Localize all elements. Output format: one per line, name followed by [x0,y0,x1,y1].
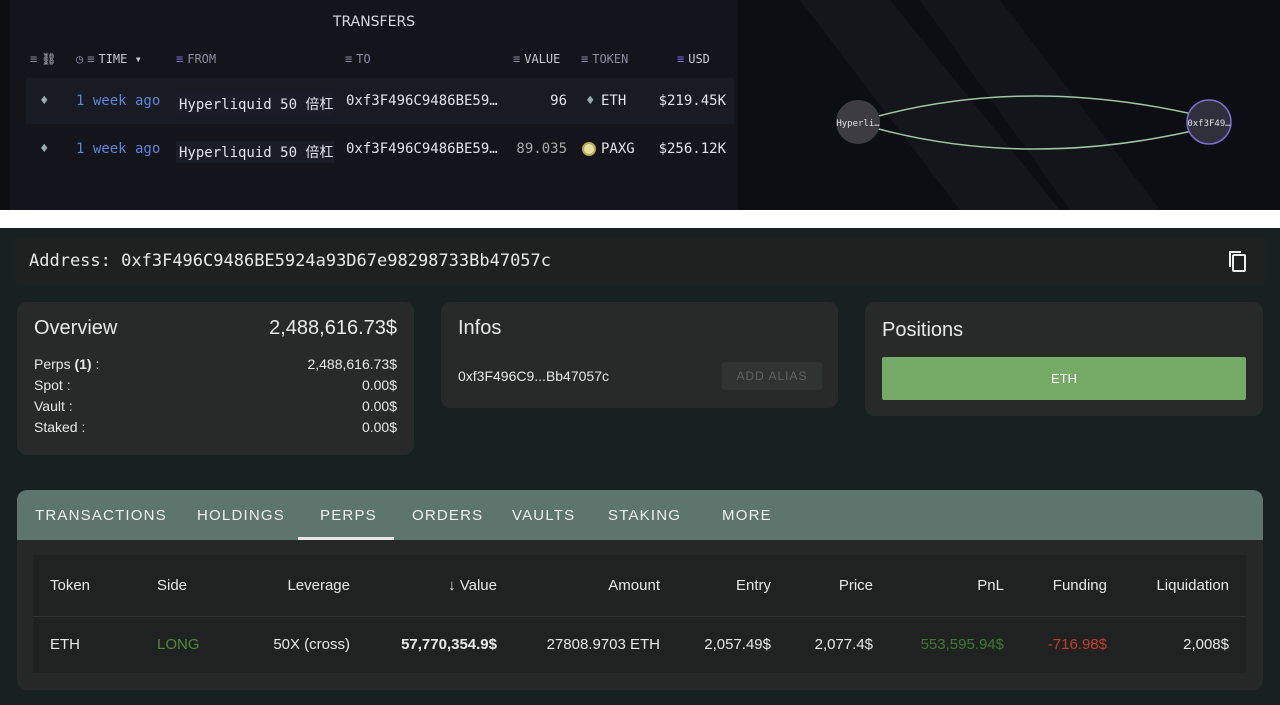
overview-card: Overview 2,488,616.73$ Perps (1) :2,488,… [17,302,414,455]
col-leverage[interactable]: Leverage [287,577,350,594]
address-value[interactable]: 0xf3F496C9486BE5924a93D67e98298733Bb4705… [121,251,552,271]
col-side[interactable]: Side [157,577,188,594]
token[interactable]: PAXG [601,141,635,157]
time-header[interactable]: ◷ ≡ TIME ▾ [76,52,142,66]
col-token[interactable]: Token [50,577,91,594]
tab-more[interactable]: MORE [722,507,772,524]
eth-token-icon: ♦ [586,93,595,109]
table-header: Token Side Leverage ↓ Value Amount Entry… [33,555,1246,617]
sort-down-arrow-icon: ↓ [448,577,456,594]
to-address[interactable]: 0xf3F496C9486BE59… [346,93,498,109]
transfer-graph: Hyperli… 0xf3F49… [836,95,1232,150]
transfers-section: TRANSFERS ≡ ⛓ ◷ ≡ TIME ▾ ≡ FROM ≡ TO ≡ VALUE ≡… [0,0,1280,210]
col-price[interactable]: Price [838,577,873,594]
transfers-title: TRANSFERS [332,14,416,30]
col-pnl[interactable]: PnL [977,577,1004,594]
from-entity[interactable]: Hyperliquid 50 倍杠 [176,141,334,163]
usd: $219.45K [658,93,726,109]
infos-title: Infos [458,317,502,339]
cell-value: 57,770,354.9$ [401,636,497,653]
tab-staking[interactable]: STAKING [608,507,682,524]
tab-vaults[interactable]: VAULTS [512,507,576,524]
copy-icon[interactable] [1227,249,1247,273]
tab-bar: TRANSACTIONS HOLDINGS PERPS ORDERS VAULT… [17,490,1263,540]
cell-side: LONG [157,636,200,653]
table-row[interactable]: ETH LONG 50X (cross) 57,770,354.9$ 27808… [33,617,1246,672]
positions-card: Positions ETH [865,302,1263,416]
time-link[interactable]: 1 week ago [76,141,161,157]
col-amount[interactable]: Amount [608,577,660,594]
col-entry[interactable]: Entry [735,577,771,594]
usd-header[interactable]: ≡ USD [677,52,710,66]
paxg-token-icon [582,142,596,156]
positions-title: Positions [882,319,964,341]
infos-card: Infos 0xf3F496C9...Bb47057c ADD ALIAS [441,302,838,408]
value: 89.035 [516,141,567,157]
cell-liquidation: 2,008$ [1183,636,1229,653]
overview-row-perps: Perps (1) :2,488,616.73$ [34,356,397,372]
tab-transactions[interactable]: TRANSACTIONS [35,507,167,524]
overview-total: 2,488,616.73$ [269,317,397,339]
overview-title: Overview [34,317,118,339]
add-alias-button[interactable]: ADD ALIAS [722,362,822,390]
token[interactable]: ETH [601,93,627,109]
active-tab-indicator [298,537,394,540]
cell-leverage: 50X (cross) [273,636,350,653]
tab-orders[interactable]: ORDERS [412,507,484,524]
perps-table: Token Side Leverage ↓ Value Amount Entry… [33,555,1246,673]
graph-edge [874,127,1206,150]
usd: $256.12K [658,141,726,157]
position-eth-button[interactable]: ETH [882,357,1246,400]
graph-node-from[interactable] [836,100,880,144]
cell-pnl: 553,595.94$ [920,636,1004,653]
node-from-label: Hyperli… [836,119,880,129]
from-entity[interactable]: Hyperliquid 50 倍杠 [176,93,334,115]
eth-chain-icon: ♦ [40,141,49,157]
col-funding[interactable]: Funding [1052,577,1107,594]
address-label: Address: [29,251,111,271]
clock-icon: ◷ [76,52,84,66]
from-header[interactable]: ≡ FROM [176,52,217,66]
transfer-row[interactable]: ♦ 1 week ago Hyperliquid 50 倍杠 0xf3F496C… [26,78,734,124]
cell-amount: 27808.9703 ETH [546,636,660,653]
tab-holdings[interactable]: HOLDINGS [197,507,285,524]
value: 96 [550,93,567,109]
graph-node-to[interactable] [1186,99,1232,145]
token-header[interactable]: ≡ TOKEN [581,52,629,66]
overview-row-vault: Vault :0.00$ [34,398,397,414]
col-value[interactable]: ↓ Value [448,577,497,594]
overview-row-staked: Staked :0.00$ [34,419,397,435]
cell-entry: 2,057.49$ [704,636,771,653]
transfer-row[interactable]: ♦ 1 week ago Hyperliquid 50 倍杠 0xf3F496C… [26,126,734,172]
graph-edge [874,95,1206,118]
cell-funding: -716.98$ [1047,636,1107,653]
col-liquidation[interactable]: Liquidation [1156,577,1229,594]
overview-row-spot: Spot :0.00$ [34,377,397,393]
cell-price: 2,077.4$ [814,636,873,653]
hyperliquid-account-view: Address: 0xf3F496C9486BE5924a93D67e98298… [0,228,1280,705]
link-filter-icon[interactable]: ≡ ⛓ [30,52,57,66]
cell-token: ETH [50,636,80,653]
address-bar: Address: 0xf3F496C9486BE5924a93D67e98298… [15,237,1265,285]
eth-chain-icon: ♦ [40,93,49,109]
value-header[interactable]: ≡ VALUE [513,52,561,66]
account-tabs-panel: TRANSACTIONS HOLDINGS PERPS ORDERS VAULT… [17,490,1263,690]
to-address[interactable]: 0xf3F496C9486BE59… [346,141,498,157]
to-header[interactable]: ≡ TO [345,52,371,66]
infos-address: 0xf3F496C9...Bb47057c [458,368,609,384]
transfers-panel: TRANSFERS ≡ ⛓ ◷ ≡ TIME ▾ ≡ FROM ≡ TO ≡ VALUE ≡… [10,0,738,210]
time-link[interactable]: 1 week ago [76,93,161,109]
tab-perps[interactable]: PERPS [320,507,377,524]
node-to-label: 0xf3F49… [1187,119,1231,129]
